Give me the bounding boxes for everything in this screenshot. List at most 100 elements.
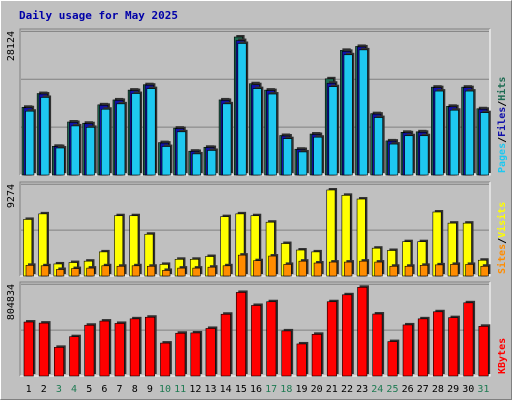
bar-pages-31 xyxy=(480,110,491,176)
bar-pages-21 xyxy=(328,84,340,176)
bar-pages-7 xyxy=(116,101,127,176)
day-label-31: 31 xyxy=(477,384,489,395)
bar-kbytes-23-face xyxy=(357,287,368,377)
day-label-15: 15 xyxy=(235,384,247,395)
day-label-13: 13 xyxy=(204,384,216,395)
bar-pages-10 xyxy=(161,144,173,176)
bar-pages-8-face xyxy=(131,93,141,176)
bar-kbytes-12-face xyxy=(190,332,201,377)
day-label-10: 10 xyxy=(159,384,171,395)
panel-border-dark xyxy=(19,281,490,376)
panel-sites-visits: 9274 Sites/Visits xyxy=(6,181,508,277)
legend-sites: Sites xyxy=(496,244,508,274)
bar-sites-16 xyxy=(253,258,263,277)
bar-kbytes-20 xyxy=(311,332,324,377)
bar-pages-7-face xyxy=(116,103,126,176)
day-label-28: 28 xyxy=(432,384,444,395)
bar-pages-27-face xyxy=(419,135,429,176)
bar-pages-4-face xyxy=(70,125,80,176)
bar-pages-5 xyxy=(85,125,97,176)
day-label-11: 11 xyxy=(174,384,186,395)
bar-pages-21-face xyxy=(328,86,338,176)
bar-pages-13 xyxy=(207,148,218,176)
bar-sites-5 xyxy=(86,266,97,277)
legend-visits: Visits xyxy=(496,202,508,238)
bar-kbytes-13-face xyxy=(205,328,216,377)
bar-kbytes-30-face xyxy=(463,302,474,377)
bar-kbytes-25 xyxy=(387,339,400,377)
bar-sites-25 xyxy=(389,264,400,277)
bar-sites-17 xyxy=(268,254,279,277)
bar-pages-5-face xyxy=(85,127,95,176)
side-legend-sites-visits: Sites/Visits xyxy=(496,202,508,274)
day-label-3: 3 xyxy=(56,384,62,395)
bar-sites-27-face xyxy=(419,265,429,277)
bar-kbytes-14-face xyxy=(220,313,231,377)
bar-sites-14 xyxy=(222,263,233,277)
bar-sites-28-face xyxy=(435,264,444,277)
day-label-22: 22 xyxy=(341,384,353,395)
legend-separator: / xyxy=(497,101,508,107)
bar-sites-4-face xyxy=(71,268,80,277)
bar-kbytes-8 xyxy=(129,316,142,377)
panel-kbytes: 804834 KBytes xyxy=(6,281,508,377)
bar-kbytes-31 xyxy=(478,324,491,377)
bar-sites-15 xyxy=(237,253,248,277)
bar-sites-7 xyxy=(116,264,127,277)
bar-pages-1 xyxy=(25,109,36,176)
bar-pages-27 xyxy=(419,133,431,176)
bar-pages-17-face xyxy=(267,93,277,176)
bar-pages-16-face xyxy=(252,88,262,176)
bar-kbytes-22-face xyxy=(342,294,353,377)
bar-pages-30 xyxy=(464,89,476,176)
bar-kbytes-7 xyxy=(114,321,127,377)
bar-kbytes-25-face xyxy=(387,341,398,377)
day-label-6: 6 xyxy=(101,384,107,395)
day-label-24: 24 xyxy=(371,384,383,395)
bar-kbytes-2 xyxy=(38,321,51,377)
day-label-29: 29 xyxy=(447,384,459,395)
bar-pages-18-face xyxy=(283,138,292,176)
bar-kbytes-6 xyxy=(99,319,112,377)
bar-kbytes-11-face xyxy=(175,332,186,377)
bar-kbytes-19-face xyxy=(296,343,307,377)
bar-sites-8-face xyxy=(131,265,141,277)
bar-kbytes-15 xyxy=(235,290,248,377)
bar-sites-21-face xyxy=(328,261,338,277)
bar-pages-24 xyxy=(374,115,385,176)
bar-sites-5-face xyxy=(86,267,95,277)
bar-kbytes-22 xyxy=(342,292,354,377)
bar-sites-10-face xyxy=(162,270,171,277)
bar-kbytes-16-face xyxy=(251,305,262,377)
bar-sites-15-face xyxy=(237,254,247,277)
bar-sites-26 xyxy=(404,264,415,277)
ymax-label-kbytes: 804834 xyxy=(6,284,17,320)
bar-sites-24-face xyxy=(374,261,383,277)
day-label-2: 2 xyxy=(41,384,47,395)
bar-pages-29 xyxy=(449,108,461,176)
chart-panels: 28124Pages/Files/Hits9274Sites/Visits804… xyxy=(6,28,508,377)
chart-title: Daily usage for May 2025 xyxy=(19,9,178,22)
bar-sites-12-face xyxy=(192,267,201,277)
bar-sites-30 xyxy=(465,262,476,277)
bar-pages-31-face xyxy=(480,112,490,176)
bar-pages-26-face xyxy=(404,135,414,176)
bar-pages-16 xyxy=(252,86,264,176)
bar-kbytes-16 xyxy=(251,303,263,377)
bar-sites-26-face xyxy=(404,265,413,277)
bar-sites-22-face xyxy=(344,261,353,277)
bar-sites-22 xyxy=(344,260,354,277)
bar-sites-14-face xyxy=(222,265,231,277)
bar-pages-3 xyxy=(55,146,67,176)
ymax-label-sites-visits: 9274 xyxy=(6,184,17,208)
day-label-12: 12 xyxy=(189,384,201,395)
bar-kbytes-7-face xyxy=(114,323,125,377)
bar-pages-22 xyxy=(343,52,355,176)
side-legend-kbytes: KBytes xyxy=(497,338,508,374)
day-label-16: 16 xyxy=(250,384,262,395)
bar-kbytes-1-face xyxy=(23,321,34,377)
